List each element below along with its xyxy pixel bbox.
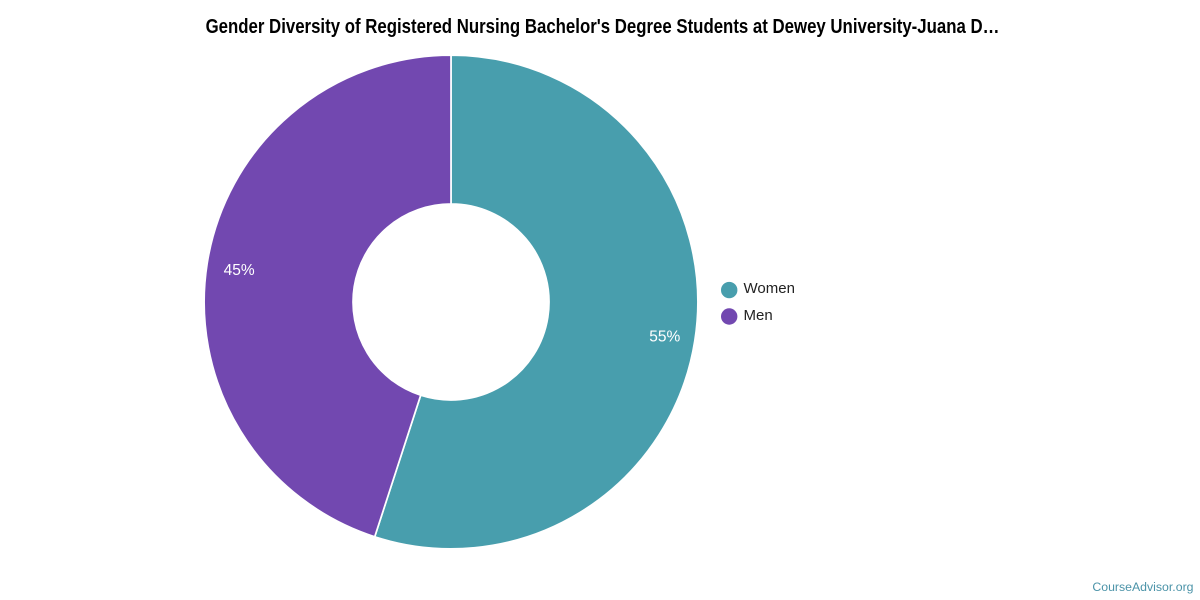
svg-text:45%: 45% [224, 262, 255, 279]
svg-text:55%: 55% [649, 329, 680, 346]
